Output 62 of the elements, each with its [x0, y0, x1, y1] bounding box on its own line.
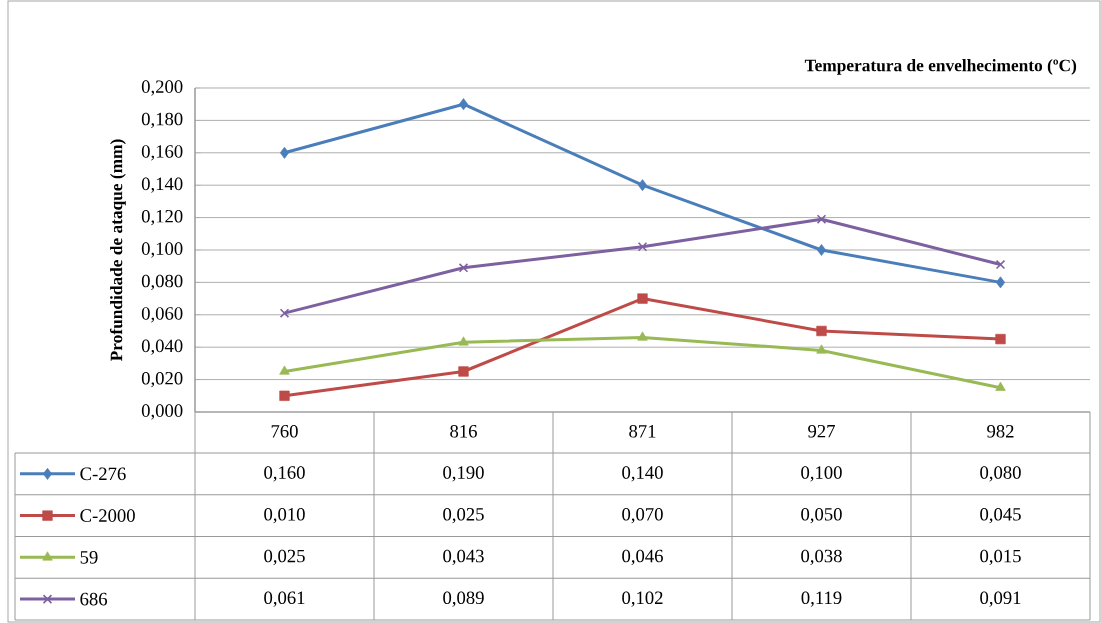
point: [637, 179, 648, 192]
y-tick-label: 0,120: [141, 209, 183, 226]
point: [637, 293, 648, 304]
data-label: 0,102: [622, 591, 663, 607]
y-tick-label: 0,020: [141, 371, 183, 388]
point: [816, 244, 827, 256]
point: [279, 308, 290, 318]
legend-label: C-276: [80, 467, 126, 481]
y-tick-label: 0,060: [141, 307, 183, 323]
y-tick-label: 0,040: [141, 339, 183, 355]
point: [279, 146, 290, 159]
y-tick-label: 0,200: [141, 80, 183, 96]
data-label: 0,091: [980, 591, 1021, 607]
data-label: 0,061: [264, 591, 305, 607]
point: [458, 366, 469, 377]
point: [458, 336, 469, 346]
data-label: 0,190: [443, 466, 484, 482]
data-label: 0,025: [264, 549, 305, 565]
legend-label: 59: [80, 551, 98, 564]
x-tick-label: 760: [271, 424, 298, 438]
y-tick-label: 0,100: [141, 242, 183, 258]
data-label: 0,089: [443, 591, 484, 607]
data-label: 0,025: [443, 507, 484, 524]
y-tick-label: 0,180: [141, 112, 183, 129]
data-label: 0,140: [622, 466, 663, 482]
point: [816, 344, 827, 354]
data-label: 0,046: [622, 549, 663, 565]
point: [995, 259, 1006, 270]
data-label: 0,045: [980, 507, 1021, 524]
point: [995, 276, 1006, 289]
point: [279, 365, 290, 375]
data-label: 0,100: [801, 466, 842, 482]
y-tick-label: 0,140: [141, 177, 183, 193]
x-tick-label: 816: [450, 424, 477, 438]
point: [279, 390, 290, 401]
point: [637, 331, 648, 341]
legend-label: C-2000: [80, 509, 135, 522]
y-tick-label: 0,080: [141, 274, 183, 291]
point: [458, 263, 469, 273]
y-tick-label: 0,160: [141, 145, 183, 161]
x-axis-title: Temperatura de envelhecimento (ºC): [804, 59, 1077, 75]
data-label: 0,010: [264, 507, 305, 524]
point: [458, 98, 469, 111]
x-tick-label: 871: [629, 424, 656, 438]
x-tick-label: 927: [808, 424, 835, 438]
y-axis-title: Profundidade de ataque (mm): [109, 139, 126, 361]
legend-label: 686: [80, 592, 108, 606]
data-label: 0,050: [801, 507, 842, 524]
point: [995, 381, 1006, 391]
data-label: 0,038: [801, 549, 842, 565]
data-label: 0,119: [801, 591, 842, 607]
point: [637, 241, 648, 252]
y-tick-label: 0,000: [141, 404, 183, 420]
x-tick-label: 982: [987, 424, 1014, 438]
data-label: 0,160: [264, 466, 305, 482]
point: [995, 333, 1006, 345]
data-label: 0,043: [443, 549, 484, 565]
data-label: 0,070: [622, 507, 663, 524]
point: [816, 325, 827, 337]
data-label: 0,080: [980, 466, 1021, 482]
data-label: 0,015: [980, 549, 1021, 565]
point: [816, 214, 827, 224]
